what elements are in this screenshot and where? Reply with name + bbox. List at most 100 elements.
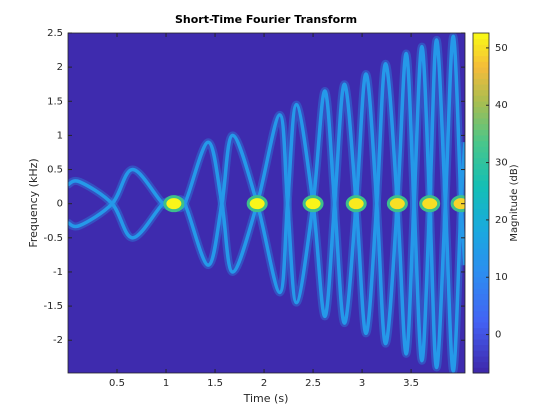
x-tick-label: 3 bbox=[359, 378, 365, 389]
colorbar-swatch bbox=[473, 146, 489, 153]
colorbar-swatch bbox=[473, 55, 489, 62]
colorbar-swatch bbox=[473, 333, 489, 340]
colorbar-swatch bbox=[473, 231, 489, 238]
colorbar-swatch bbox=[473, 118, 489, 125]
colorbar-swatch bbox=[473, 248, 489, 255]
colorbar-swatch bbox=[473, 339, 489, 346]
y-tick-label: 0.5 bbox=[47, 165, 63, 176]
colorbar-swatch bbox=[473, 112, 489, 119]
y-tick-label: 2.5 bbox=[47, 28, 63, 39]
colorbar-swatch bbox=[473, 180, 489, 187]
x-tick-label: 2.5 bbox=[305, 378, 321, 389]
colorbar-swatch bbox=[473, 191, 489, 198]
colorbar-swatch bbox=[473, 282, 489, 289]
colorbar-swatch bbox=[473, 163, 489, 170]
colorbar-label: Magnitude (dB) bbox=[509, 164, 520, 241]
colorbar-swatch bbox=[473, 174, 489, 181]
x-tick-label: 3.5 bbox=[403, 378, 419, 389]
y-tick-label: -2 bbox=[53, 335, 63, 346]
colorbar-swatch bbox=[473, 310, 489, 317]
y-tick-label: 1 bbox=[57, 130, 63, 141]
x-axis-label: Time (s) bbox=[243, 392, 289, 405]
colorbar-swatch bbox=[473, 214, 489, 221]
y-tick-label: 2 bbox=[57, 62, 63, 73]
colorbar-swatch bbox=[473, 140, 489, 147]
hotspot bbox=[163, 195, 185, 213]
colorbar-swatch bbox=[473, 288, 489, 295]
x-tick-label: 2 bbox=[261, 378, 267, 389]
colorbar-swatch bbox=[473, 33, 489, 40]
colorbar-swatch bbox=[473, 84, 489, 91]
colorbar-swatch bbox=[473, 61, 489, 68]
ridge bbox=[68, 38, 465, 373]
hotspot bbox=[345, 195, 367, 213]
hotspot bbox=[246, 195, 268, 213]
colorbar-swatch bbox=[473, 237, 489, 244]
ridge bbox=[68, 34, 465, 370]
colorbar-tick-label: 20 bbox=[495, 215, 508, 226]
colorbar-swatch bbox=[473, 361, 489, 368]
colorbar-swatch bbox=[473, 327, 489, 334]
colorbar-swatch bbox=[473, 197, 489, 204]
colorbar-swatch bbox=[473, 271, 489, 278]
colorbar-swatch bbox=[473, 101, 489, 108]
colorbar-swatch bbox=[473, 72, 489, 79]
colorbar-swatch bbox=[473, 356, 489, 363]
colorbar-swatch bbox=[473, 123, 489, 130]
plot-area bbox=[68, 33, 465, 373]
y-tick-label: -0.5 bbox=[43, 233, 63, 244]
hotspot bbox=[302, 195, 324, 213]
colorbar-swatch bbox=[473, 186, 489, 193]
colorbar-swatch bbox=[473, 316, 489, 323]
colorbar-swatch bbox=[473, 299, 489, 306]
y-axis-label: Frequency (kHz) bbox=[27, 158, 40, 247]
colorbar-swatch bbox=[473, 305, 489, 312]
colorbar-tick-label: 40 bbox=[495, 100, 508, 111]
colorbar-swatch bbox=[473, 44, 489, 51]
colorbar-swatch bbox=[473, 208, 489, 215]
colorbar-swatch bbox=[473, 242, 489, 249]
colorbar-swatch bbox=[473, 265, 489, 272]
colorbar-swatch bbox=[473, 293, 489, 300]
x-tick-label: 1.5 bbox=[207, 378, 223, 389]
colorbar-swatch bbox=[473, 276, 489, 283]
y-tick-label: 1.5 bbox=[47, 96, 63, 107]
colorbar-swatch bbox=[473, 95, 489, 102]
colorbar-tick-label: 30 bbox=[495, 158, 508, 169]
colorbar-swatch bbox=[473, 152, 489, 159]
colorbar-tick-label: 10 bbox=[495, 272, 508, 283]
axes-frame bbox=[67, 32, 466, 374]
colorbar-swatch bbox=[473, 89, 489, 96]
colorbar-swatch bbox=[473, 203, 489, 210]
colorbar-swatch bbox=[473, 322, 489, 329]
colorbar-swatch bbox=[473, 344, 489, 351]
colorbar-frame bbox=[472, 32, 490, 374]
hotspot bbox=[419, 195, 441, 213]
x-tick-label: 1 bbox=[163, 378, 169, 389]
colorbar-swatch bbox=[473, 78, 489, 85]
colorbar-swatch bbox=[473, 367, 489, 374]
hotspot bbox=[386, 195, 408, 213]
colorbar-swatch bbox=[473, 225, 489, 232]
colorbar-swatch bbox=[473, 129, 489, 136]
y-tick-label: 0 bbox=[57, 199, 63, 210]
colorbar-tick-label: 50 bbox=[495, 43, 508, 54]
colorbar-tick-label: 0 bbox=[495, 330, 501, 341]
colorbar-swatch bbox=[473, 350, 489, 357]
colorbar-swatch bbox=[473, 169, 489, 176]
colorbar-swatch bbox=[473, 135, 489, 142]
colorbar-swatch bbox=[473, 220, 489, 227]
colorbar-swatch bbox=[473, 106, 489, 113]
chart-title: Short-Time Fourier Transform bbox=[175, 13, 357, 26]
x-tick-label: 0.5 bbox=[109, 378, 125, 389]
colorbar-swatch bbox=[473, 259, 489, 266]
colorbar-swatch bbox=[473, 254, 489, 261]
colorbar-swatch bbox=[473, 50, 489, 57]
colorbar-swatch bbox=[473, 38, 489, 45]
colorbar-swatch bbox=[473, 157, 489, 164]
hotspot bbox=[450, 195, 465, 213]
y-tick-label: -1.5 bbox=[43, 301, 63, 312]
y-tick-label: -1 bbox=[53, 267, 63, 278]
